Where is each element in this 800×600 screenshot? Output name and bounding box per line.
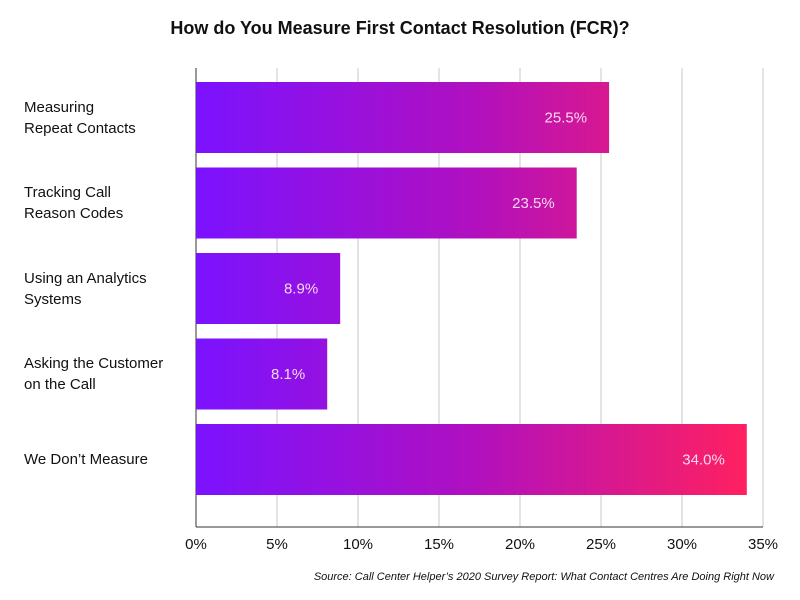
- category-label-line: Measuring: [24, 98, 95, 116]
- x-tick-label: 15%: [424, 536, 454, 553]
- category-label: We Don’t Measure: [24, 449, 148, 470]
- category-label-line: Using an Analytics: [24, 269, 147, 287]
- data-label: 8.1%: [271, 366, 305, 383]
- data-label: 25.5%: [545, 110, 588, 127]
- bar: [196, 424, 747, 495]
- data-label: 8.9%: [284, 281, 318, 298]
- x-tick-label: 0%: [185, 536, 207, 553]
- x-tick-label: 35%: [748, 536, 778, 553]
- category-label: Using an Analytics Systems: [24, 268, 147, 310]
- bar: [196, 338, 328, 410]
- bar: [196, 167, 577, 239]
- bar: [196, 82, 610, 153]
- category-label-line: Repeat Contacts: [24, 119, 136, 137]
- bar: [196, 253, 341, 324]
- category-label-line: Tracking Call: [24, 184, 111, 201]
- category-label-line: We Don’t Measure: [24, 451, 148, 468]
- category-label-line: Asking the Customer: [24, 355, 164, 372]
- source-note: Source: Call Center Helper’s 2020 Survey…: [313, 571, 774, 583]
- chart-title: How do You Measure First Contact Resolut…: [170, 18, 630, 38]
- category-label: Asking the Customer on the Call: [24, 353, 163, 395]
- x-tick-label: 20%: [505, 536, 535, 553]
- category-label-line: on the Call: [24, 376, 96, 393]
- data-label: 34.0%: [682, 452, 725, 469]
- x-tick-label: 30%: [667, 536, 697, 553]
- x-tick-label: 25%: [586, 536, 616, 553]
- x-tick-label: 5%: [266, 536, 288, 553]
- category-label: Measuring Repeat Contacts: [24, 97, 136, 139]
- category-label-line: Reason Codes: [24, 205, 124, 222]
- category-label-line: Systems: [24, 290, 82, 308]
- data-label: 23.5%: [512, 195, 555, 212]
- x-tick-label: 10%: [343, 536, 373, 553]
- category-label: Tracking Call Reason Codes: [24, 182, 123, 224]
